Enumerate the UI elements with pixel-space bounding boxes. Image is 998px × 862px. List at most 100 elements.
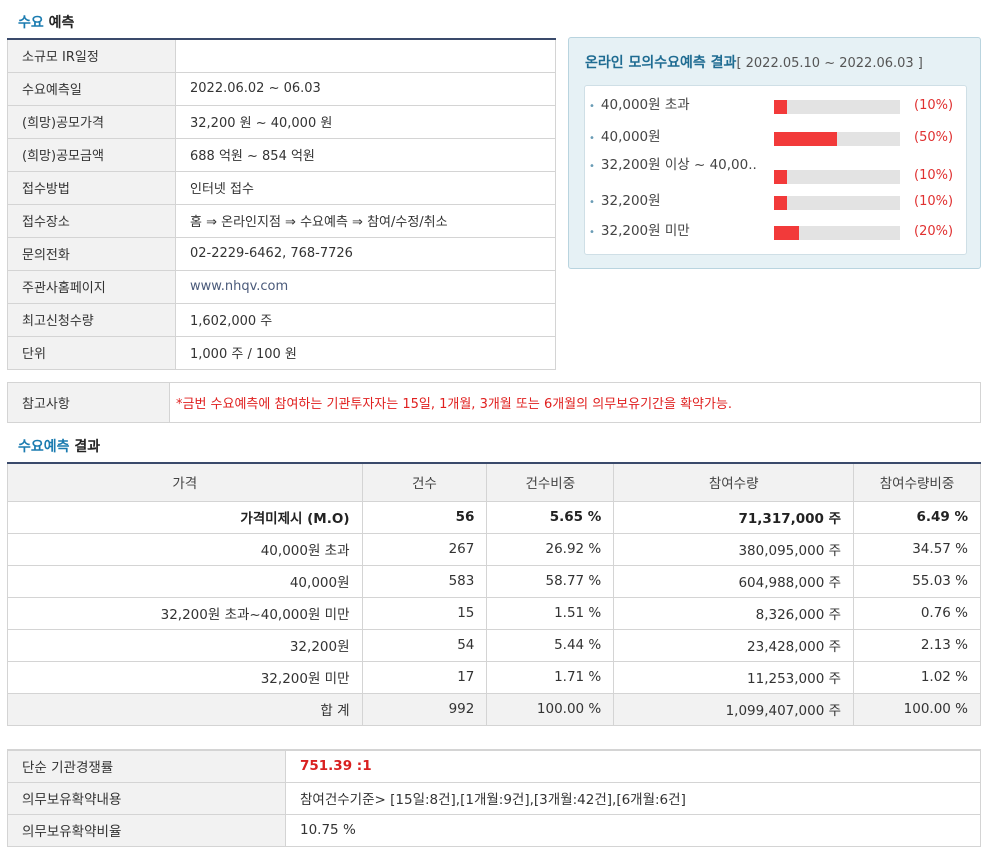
info-label: 문의전화 [7,237,176,271]
result-column-header: 가격 [7,462,363,502]
online-forecast-percent: (50%) [914,130,954,145]
bullet-icon: • [589,161,595,172]
note-label: 참고사항 [7,382,170,423]
info-row: 접수장소 홈 ⇒ 온라인지점 ⇒ 수요예측 ⇒ 참여/수정/취소 [7,204,556,238]
info-label: (희망)공모가격 [7,105,176,139]
result-total-row: 합 계 992 100.00 % 1,099,407,000 주 100.00 % [7,692,981,726]
bullet-icon: • [589,227,595,238]
result-cell: 71,317,000 주 [613,500,855,534]
info-row: 접수방법 인터넷 접수 [7,171,556,205]
result-row: 32,200원 미만 17 1.71 % 11,253,000 주 1.02 % [7,660,981,694]
info-label: 접수방법 [7,171,176,205]
info-value: 홈 ⇒ 온라인지점 ⇒ 수요예측 ⇒ 참여/수정/취소 [175,204,556,238]
summary-value: 참여건수기준> [15일:8건],[1개월:9건],[3개월:42건],[6개월… [285,782,981,815]
info-row: (희망)공모금액 688 억원 ~ 854 억원 [7,138,556,172]
online-forecast-bars: • 40,000원 초과 (10%) • 40,000원 (50%) • 32,200원 이상… [584,85,967,255]
result-row: 32,200원 54 5.44 % 23,428,000 주 2.13 % [7,628,981,662]
result-cell: 17 [361,660,488,694]
result-cell: 583 [361,564,488,598]
result-row: 40,000원 초과 267 26.92 % 380,095,000 주 34.57 % [7,532,981,566]
result-cell: 5.65 % [486,500,615,534]
result-cell: 32,200원 미만 [7,660,363,694]
result-row: 가격미제시 (M.O) 56 5.65 % 71,317,000 주 6.49 % [7,500,981,534]
note-text: *금번 수요예측에 참여하는 기관투자자는 15일, 1개월, 3개월 또는 6… [176,397,733,412]
competition-summary-table: 단순 기관경쟁률 751.39 :1 의무보유확약내용 참여건수기준> [15일:8건… [7,749,981,847]
info-row: (희망)공모가격 32,200 원 ~ 40,000 원 [7,105,556,139]
info-label: 주관사홈페이지 [7,270,176,304]
result-cell: 54 [361,628,488,662]
info-row: 단위 1,000 주 / 100 원 [7,336,556,370]
summary-row: 의무보유확약비율 10.75 % [7,814,981,847]
info-label: 최고신청수량 [7,303,176,337]
online-forecast-bar [774,132,900,146]
result-cell: 1.51 % [486,596,615,630]
result-cell: 2.13 % [853,628,981,662]
result-cell: 992 [361,692,488,726]
summary-label: 의무보유확약내용 [7,782,286,815]
online-forecast-bar-fill [774,100,787,114]
result-cell: 604,988,000 주 [613,564,855,598]
result-cell: 가격미제시 (M.O) [7,500,363,534]
info-label: 소규모 IR일정 [7,39,176,73]
result-cell: 1,099,407,000 주 [613,692,855,726]
result-cell: 26.92 % [486,532,615,566]
homepage-link[interactable]: www.nhqv.com [175,270,556,304]
result-row: 32,200원 초과~40,000원 미만 15 1.51 % 8,326,000 주… [7,596,981,630]
result-cell: 100.00 % [853,692,981,726]
online-forecast-label: • 32,200원 미만 [589,223,690,239]
info-row: 소규모 IR일정 [7,39,556,73]
bullet-icon: • [589,133,595,144]
info-row: 문의전화 02-2229-6462, 768-7726 [7,237,556,271]
info-label: (희망)공모금액 [7,138,176,172]
online-forecast-percent: (20%) [914,224,954,239]
summary-value: 751.39 :1 [285,750,981,783]
result-cell: 34.57 % [853,532,981,566]
online-forecast-bar [774,226,900,240]
online-forecast-bar [774,100,900,114]
info-value [175,39,556,73]
info-label: 수요예측일 [7,72,176,106]
result-column-header: 건수 [361,462,488,502]
online-forecast-percent: (10%) [914,194,954,209]
result-cell: 8,326,000 주 [613,596,855,630]
bullet-icon: • [589,101,595,112]
result-row: 40,000원 583 58.77 % 604,988,000 주 55.03 % [7,564,981,598]
online-mock-forecast-panel: 온라인 모의수요예측 결과[ 2022.05.10 ~ 2022.06.03 ]… [568,37,981,269]
online-forecast-percent: (10%) [914,168,954,183]
result-column-header: 건수비중 [486,462,615,502]
result-cell: 11,253,000 주 [613,660,855,694]
result-cell: 267 [361,532,488,566]
info-value: 688 억원 ~ 854 억원 [175,138,556,172]
summary-label: 의무보유확약비율 [7,814,286,847]
result-cell: 6.49 % [853,500,981,534]
info-row: 수요예측일 2022.06.02 ~ 06.03 [7,72,556,106]
result-cell: 1.71 % [486,660,615,694]
result-column-header: 참여수량비중 [853,462,981,502]
online-forecast-bar [774,170,900,184]
result-cell: 32,200원 [7,628,363,662]
info-row: 최고신청수량 1,602,000 주 [7,303,556,337]
note-table: 참고사항 *금번 수요예측에 참여하는 기관투자자는 15일, 1개월, 3개월… [7,382,981,423]
summary-row: 의무보유확약내용 참여건수기준> [15일:8건],[1개월:9건],[3개월:4… [7,782,981,815]
online-forecast-bar [774,196,900,210]
online-forecast-bar-fill [774,226,800,240]
forecast-result-title: 수요예측 결과 [18,439,101,455]
result-cell: 23,428,000 주 [613,628,855,662]
forecast-result-table: 가격 건수 건수비중 참여수량 참여수량비중 가격미제시 (M.O) 56 5.65 % 71… [7,462,981,726]
result-column-header: 참여수량 [613,462,855,502]
online-mock-forecast-title: 온라인 모의수요예측 결과[ 2022.05.10 ~ 2022.06.03 ] [585,55,923,71]
summary-label: 단순 기관경쟁률 [7,750,286,783]
result-cell: 100.00 % [486,692,615,726]
online-forecast-label: • 32,200원 이상 ~ 40,00.. [589,157,757,173]
info-label: 단위 [7,336,176,370]
result-cell: 5.44 % [486,628,615,662]
demand-forecast-title: 수요 예측 [18,15,75,31]
summary-value: 10.75 % [285,814,981,847]
online-forecast-bar-fill [774,196,787,210]
result-cell: 58.77 % [486,564,615,598]
info-value: 1,602,000 주 [175,303,556,337]
info-value: 32,200 원 ~ 40,000 원 [175,105,556,139]
online-forecast-percent: (10%) [914,98,954,113]
info-value: 2022.06.02 ~ 06.03 [175,72,556,106]
result-cell: 15 [361,596,488,630]
